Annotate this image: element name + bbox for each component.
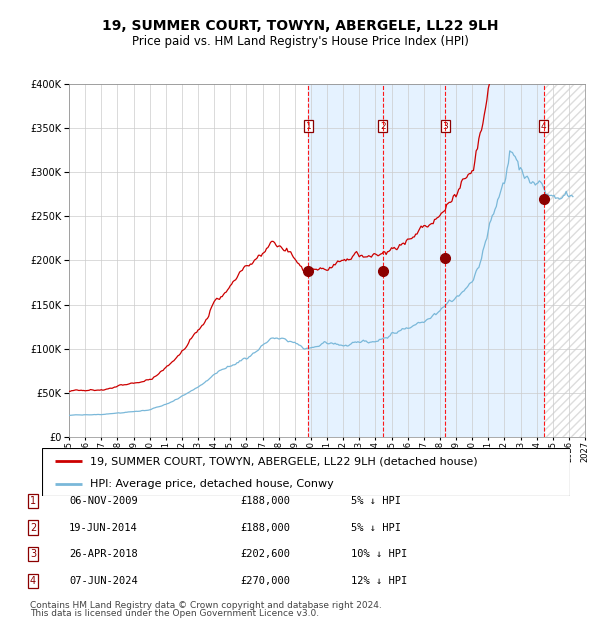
Text: 3: 3 [442,122,448,131]
Text: This data is licensed under the Open Government Licence v3.0.: This data is licensed under the Open Gov… [30,609,319,618]
Text: 1: 1 [30,496,36,506]
Text: £202,600: £202,600 [240,549,290,559]
Bar [544,84,585,437]
Bar [544,84,585,437]
Text: 07-JUN-2024: 07-JUN-2024 [69,576,138,586]
Text: 12% ↓ HPI: 12% ↓ HPI [351,576,407,586]
Text: 26-APR-2018: 26-APR-2018 [69,549,138,559]
Text: 4: 4 [30,576,36,586]
Text: 2: 2 [30,523,36,533]
Text: 10% ↓ HPI: 10% ↓ HPI [351,549,407,559]
Text: 06-NOV-2009: 06-NOV-2009 [69,496,138,506]
Text: £188,000: £188,000 [240,496,290,506]
Text: 4: 4 [541,122,547,131]
Text: 3: 3 [30,549,36,559]
Text: £188,000: £188,000 [240,523,290,533]
Text: 1: 1 [305,122,311,131]
Text: 19, SUMMER COURT, TOWYN, ABERGELE, LL22 9LH (detached house): 19, SUMMER COURT, TOWYN, ABERGELE, LL22 … [89,456,477,466]
Bar [308,84,544,437]
Text: 5% ↓ HPI: 5% ↓ HPI [351,496,401,506]
Text: 5% ↓ HPI: 5% ↓ HPI [351,523,401,533]
Text: Contains HM Land Registry data © Crown copyright and database right 2024.: Contains HM Land Registry data © Crown c… [30,601,382,609]
FancyBboxPatch shape [42,448,570,496]
Text: 19-JUN-2014: 19-JUN-2014 [69,523,138,533]
Text: HPI: Average price, detached house, Conwy: HPI: Average price, detached house, Conw… [89,479,333,489]
Text: Price paid vs. HM Land Registry's House Price Index (HPI): Price paid vs. HM Land Registry's House … [131,35,469,48]
Text: 19, SUMMER COURT, TOWYN, ABERGELE, LL22 9LH: 19, SUMMER COURT, TOWYN, ABERGELE, LL22 … [102,19,498,33]
Text: £270,000: £270,000 [240,576,290,586]
Text: 2: 2 [380,122,386,131]
